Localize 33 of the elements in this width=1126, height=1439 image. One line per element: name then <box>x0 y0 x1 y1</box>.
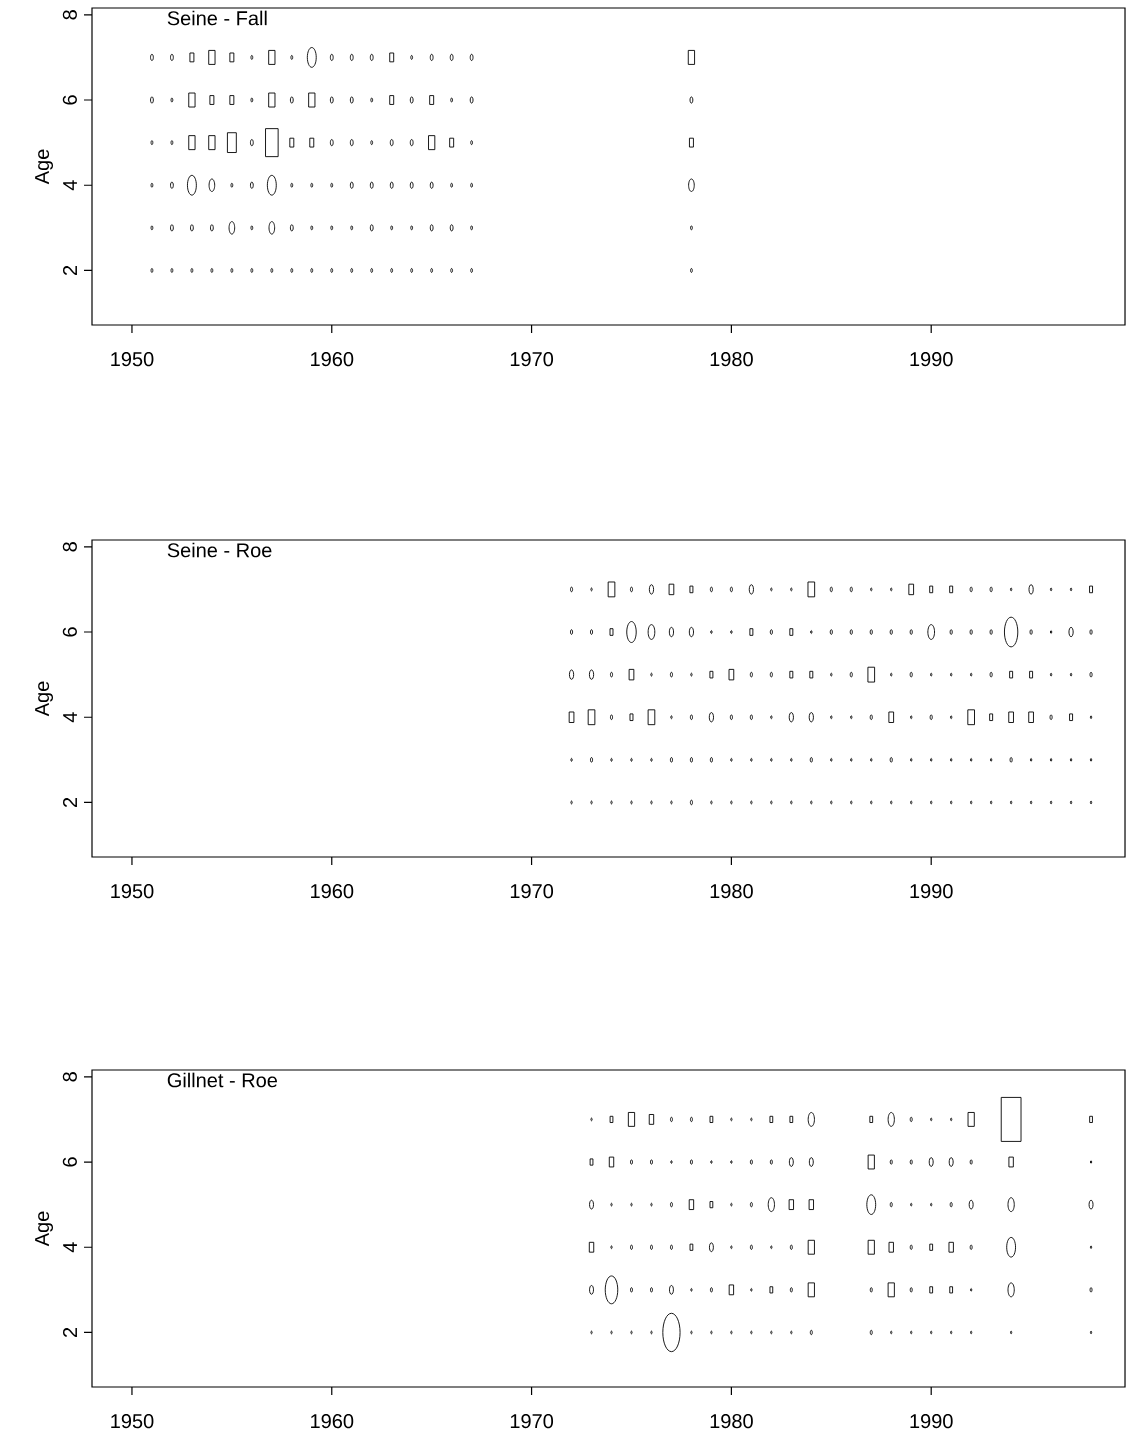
y-tick-label: 6 <box>62 627 77 637</box>
x-tick-label: 1990 <box>910 352 953 367</box>
x-tick-label: 1970 <box>510 884 554 899</box>
y-tick-label: 2 <box>62 1327 77 1338</box>
y-axis-title: Age <box>35 1211 54 1247</box>
x-tick-label: 1970 <box>510 352 554 367</box>
y-axis-title: Age <box>35 149 54 185</box>
x-tick-label: 1960 <box>311 1414 354 1429</box>
x-tick-label: 1960 <box>311 352 354 367</box>
y-tick-label: 2 <box>62 265 77 276</box>
y-tick-label: 4 <box>63 712 77 723</box>
x-tick-label: 1980 <box>710 884 753 899</box>
x-tick-label: 1960 <box>311 884 354 899</box>
y-tick-label: 8 <box>62 1072 77 1082</box>
x-tick-label: 1950 <box>111 884 154 899</box>
y-tick-label: 8 <box>62 10 77 20</box>
y-tick-label: 4 <box>63 1242 77 1253</box>
x-tick-label: 1990 <box>910 884 953 899</box>
chart-title: Seine - Roe <box>167 542 272 558</box>
x-tick-label: 1950 <box>111 352 154 367</box>
x-tick-label: 1980 <box>710 1414 753 1429</box>
x-tick-label: 1980 <box>710 352 753 367</box>
y-axis-title: Age <box>35 681 54 717</box>
x-tick-label: 1950 <box>111 1414 154 1429</box>
y-tick-label: 2 <box>62 797 77 808</box>
x-tick-label: 1990 <box>910 1414 953 1429</box>
y-tick-label: 6 <box>62 1157 77 1167</box>
chart-title: Seine - Fall <box>167 10 267 26</box>
chart-title: Gillnet - Roe <box>167 1072 278 1088</box>
y-tick-label: 8 <box>62 542 77 552</box>
y-tick-label: 4 <box>63 180 77 191</box>
y-tick-label: 6 <box>62 95 77 105</box>
x-tick-label: 1970 <box>510 1414 554 1429</box>
